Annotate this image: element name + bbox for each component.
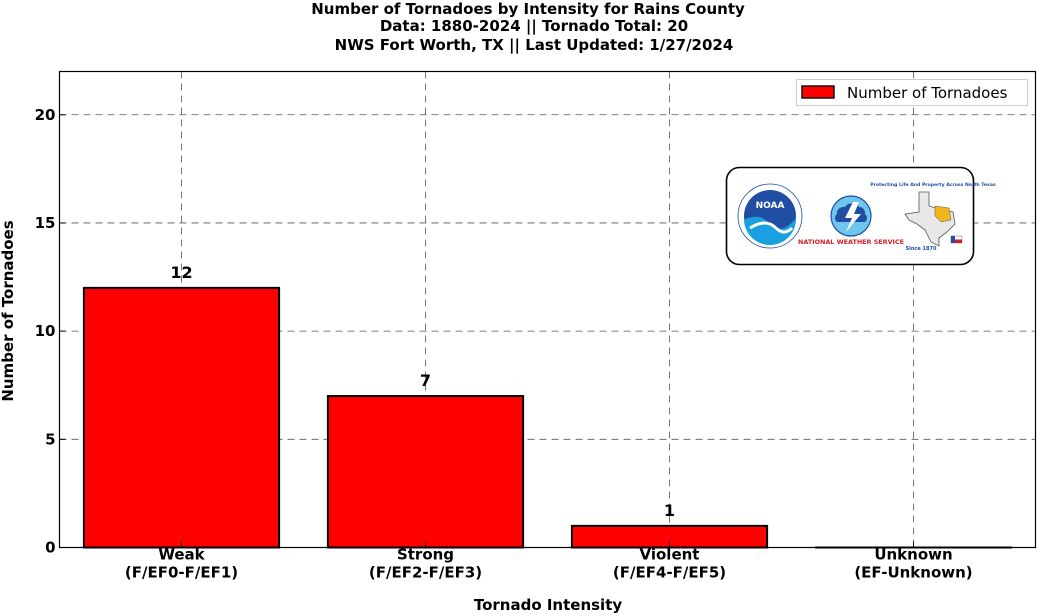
x-axis-ticks: Weak(F/EF0-F/EF1) Strong(F/EF2-F/EF3) Viol… (125, 541, 973, 582)
chart-title: Number of Tornadoes by Intensity for Rai… (311, 0, 745, 55)
y-tick-label-15: 15 (35, 214, 56, 232)
x-axis-label: Tornado Intensity (474, 596, 623, 614)
y-axis-label: Number of Tornadoes (0, 220, 17, 401)
legend-entry-number-of-tornadoes: Number of Tornadoes (847, 84, 1008, 102)
x-tick-label-violent-line-2: (F/EF4-F/EF5) (613, 564, 726, 582)
nws-fort-worth-logo: Protecting Life And Property Across Nort… (870, 182, 996, 252)
data-label-violent: 1 (664, 501, 675, 520)
nws-logo-text: NATIONAL WEATHER SERVICE (798, 238, 904, 246)
plot-frame (58, 70, 1037, 549)
nws-fort-worth-logo-text: Protecting Life And Property Across Nort… (870, 182, 996, 188)
bar-strong (326, 395, 525, 549)
noaa-logo-text: NOAA (756, 201, 785, 211)
y-tick-label-10: 10 (35, 322, 56, 340)
chart-title-line-3: NWS Fort Worth, TX || Last Updated: 1/27… (335, 36, 734, 55)
y-tick-label-5: 5 (45, 430, 55, 448)
legend-swatch (801, 85, 835, 99)
x-tick-label-unknown-line-2: (EF-Unknown) (854, 564, 972, 582)
legend-box (796, 79, 1028, 106)
x-tick-label-weak-line-1: Weak (158, 546, 205, 564)
chart-title-line-1: Number of Tornadoes by Intensity for Rai… (311, 0, 745, 18)
data-labels: 12 7 1 (170, 263, 675, 520)
y-tick-label-0: 0 (45, 539, 55, 557)
bar-weak (82, 286, 281, 549)
x-tick-label-strong-line-2: (F/EF2-F/EF3) (369, 564, 482, 582)
north-texas-region-icon (934, 205, 952, 223)
y-axis-ticks: 0 5 10 15 20 (35, 106, 66, 557)
x-tick-label-unknown-line-1: Unknown (874, 546, 952, 564)
noaa-logo: NOAA (737, 183, 803, 249)
x-tick-label-strong-line-1: Strong (397, 546, 454, 564)
chart-title-line-2: Data: 1880-2024 || Tornado Total: 20 (380, 17, 688, 36)
legend: Number of Tornadoes (796, 79, 1028, 106)
data-label-strong: 7 (420, 371, 431, 390)
x-tick-label-violent-line-1: Violent (640, 546, 700, 564)
y-tick-label-20: 20 (35, 106, 56, 124)
since-1870-text: Since 1870 (906, 246, 937, 252)
logos-panel: NOAA NATIONAL WEATHER SERVICE Protecting… (725, 166, 996, 266)
nws-logo: NATIONAL WEATHER SERVICE (798, 186, 904, 246)
data-label-weak: 12 (170, 263, 192, 282)
bars (82, 286, 1013, 549)
x-tick-label-weak-line-2: (F/EF0-F/EF1) (125, 564, 238, 582)
